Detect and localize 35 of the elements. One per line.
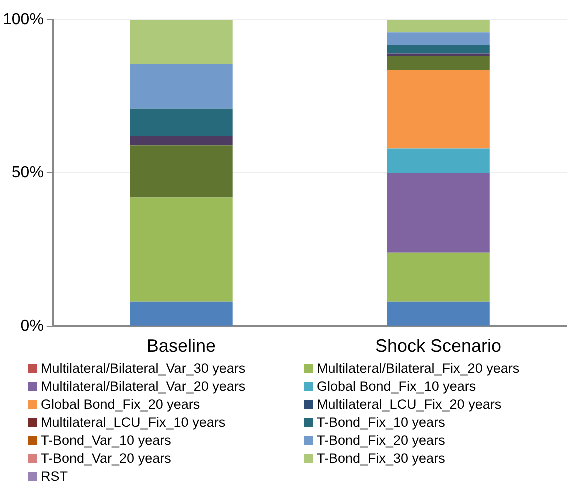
bar bbox=[387, 148, 490, 174]
y-tick-label: 100% bbox=[3, 11, 44, 28]
legend-label: Multilateral_LCU_Fix_10 years bbox=[41, 414, 226, 431]
bar bbox=[387, 20, 490, 33]
bar bbox=[130, 136, 233, 146]
x-tick-label: Shock Scenario bbox=[375, 336, 502, 356]
legend-label: Global Bond_Fix_10 years bbox=[317, 378, 476, 395]
legend-label: RST bbox=[41, 468, 68, 485]
bar bbox=[130, 302, 233, 326]
legend-label: T-Bond_Fix_20 years bbox=[317, 432, 446, 449]
legend-label: T-Bond_Fix_30 years bbox=[317, 450, 446, 467]
bar bbox=[130, 64, 233, 109]
legend-label: Multilateral/Bilateral_Var_20 years bbox=[41, 378, 246, 395]
bar bbox=[387, 173, 490, 253]
bar bbox=[387, 56, 490, 71]
legend-label: Multilateral_LCU_Fix_20 years bbox=[317, 396, 502, 413]
legend-label: Global Bond_Fix_20 years bbox=[41, 396, 200, 413]
bar bbox=[387, 32, 490, 46]
legend-label: Multilateral/Bilateral_Fix_20 years bbox=[317, 360, 520, 377]
legend-label: T-Bond_Fix_10 years bbox=[317, 414, 446, 431]
bar bbox=[387, 54, 490, 56]
bar bbox=[387, 70, 490, 149]
legend-label: Multilateral/Bilateral_Var_30 years bbox=[41, 360, 246, 377]
legend-label: T-Bond_Var_20 years bbox=[41, 450, 172, 467]
legend-label: T-Bond_Var_10 years bbox=[41, 432, 172, 449]
bar bbox=[130, 108, 233, 136]
y-tick-label: 0% bbox=[20, 318, 44, 335]
x-tick-label: Baseline bbox=[146, 336, 216, 356]
bar bbox=[387, 302, 490, 326]
y-tick-label: 50% bbox=[12, 164, 44, 182]
bar bbox=[130, 198, 233, 302]
bar bbox=[130, 146, 233, 198]
bar bbox=[387, 252, 490, 302]
bar bbox=[130, 20, 233, 64]
bar bbox=[387, 45, 490, 54]
